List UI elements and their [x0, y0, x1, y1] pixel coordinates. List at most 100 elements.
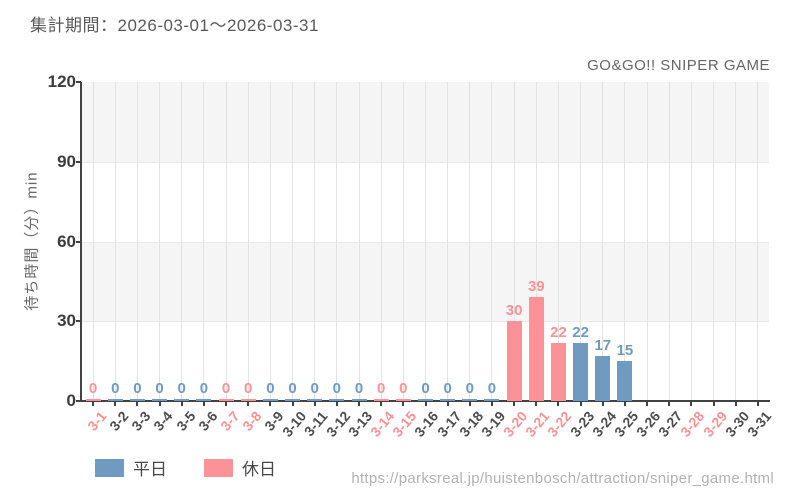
bar-value-3-3: 0 [133, 380, 142, 397]
legend-item-holiday: 休日 [204, 455, 276, 480]
x-tick-mark [513, 401, 516, 406]
vertical-gridline [602, 82, 604, 401]
vertical-gridline [136, 82, 138, 401]
bar-value-3-10: 0 [288, 380, 297, 397]
y-tick-mark [76, 400, 81, 402]
legend-label-weekday: 平日 [133, 460, 167, 479]
bar-value-3-19: 0 [487, 380, 497, 397]
bar-value-3-2: 0 [111, 380, 120, 397]
vertical-gridline [491, 82, 493, 401]
y-tick-mark [76, 320, 81, 323]
x-tick-mark [468, 401, 471, 406]
legend-swatch-holiday [204, 458, 233, 477]
x-tick-label-3-2: 3-2 [106, 408, 132, 434]
bar-3-19 [484, 399, 500, 401]
bar-3-12 [329, 399, 345, 401]
bar-value-3-5: 0 [177, 380, 186, 397]
vertical-gridline [447, 82, 449, 401]
vertical-gridline [757, 82, 759, 401]
x-tick-mark [535, 401, 538, 406]
x-tick-label-3-31: 3-31 [743, 408, 775, 440]
vertical-gridline [469, 82, 471, 401]
bar-value-3-15: 0 [399, 380, 408, 397]
x-tick-mark [180, 401, 183, 406]
x-tick-label-3-6: 3-6 [194, 408, 221, 434]
vertical-gridline [402, 82, 404, 401]
bar-3-14 [373, 399, 389, 401]
legend-swatch-weekday [95, 458, 124, 477]
bar-3-22 [550, 342, 566, 401]
bar-3-3 [129, 399, 145, 401]
bar-value-3-14: 0 [377, 380, 386, 397]
x-tick-mark [424, 401, 427, 406]
bar-value-3-20: 30 [505, 302, 523, 320]
bar-3-18 [462, 399, 478, 401]
bar-3-13 [351, 399, 367, 401]
x-tick-mark [690, 401, 693, 406]
bar-value-3-12: 0 [332, 380, 342, 397]
x-tick-label-3-7: 3-7 [217, 408, 243, 434]
legend-label-holiday: 休日 [242, 460, 276, 479]
vertical-gridline [314, 82, 316, 401]
bar-value-3-16: 0 [421, 380, 430, 397]
bar-value-3-13: 0 [354, 380, 364, 397]
y-tick-label: 120 [47, 72, 76, 91]
bar-3-23 [573, 342, 589, 401]
vertical-gridline [735, 82, 737, 401]
x-tick-mark [712, 401, 715, 406]
vertical-gridline [358, 82, 360, 401]
x-tick-mark [756, 401, 759, 406]
bar-3-25 [617, 361, 633, 401]
x-tick-mark [623, 401, 626, 406]
vertical-gridline [225, 82, 227, 401]
y-tick-mark [76, 160, 81, 163]
y-tick-label: 0 [66, 391, 76, 410]
bar-value-3-4: 0 [155, 380, 164, 397]
bar-value-3-8: 0 [244, 380, 253, 397]
x-tick-mark [247, 401, 250, 406]
x-tick-mark [601, 401, 604, 406]
legend-item-weekday: 平日 [95, 455, 167, 480]
bar-3-11 [307, 399, 323, 401]
y-tick-mark [76, 81, 81, 83]
bar-3-7 [218, 399, 234, 401]
bar-3-9 [262, 399, 278, 401]
y-tick-label: 30 [57, 311, 76, 331]
bar-value-3-9: 0 [266, 380, 275, 397]
vertical-gridline [646, 82, 648, 401]
x-tick-mark [114, 401, 117, 406]
vertical-gridline [269, 82, 271, 401]
vertical-gridline [425, 82, 426, 401]
x-tick-mark [225, 401, 228, 406]
bar-value-3-22: 22 [550, 323, 567, 341]
x-tick-mark [402, 401, 405, 406]
vertical-gridline [114, 82, 116, 401]
x-tick-mark [734, 401, 737, 406]
x-tick-mark [557, 401, 560, 406]
vertical-gridline [336, 82, 338, 401]
y-tick-label: 60 [57, 231, 76, 251]
vertical-gridline [292, 82, 294, 401]
bar-3-10 [285, 399, 301, 401]
vertical-gridline [92, 82, 94, 401]
x-tick-mark [202, 401, 205, 406]
x-tick-mark [291, 401, 294, 406]
vertical-gridline [247, 82, 249, 401]
bar-value-3-23: 22 [572, 323, 589, 341]
vertical-gridline [159, 82, 161, 401]
bar-value-3-6: 0 [199, 380, 209, 397]
x-tick-mark [668, 401, 671, 406]
x-tick-mark [646, 401, 649, 406]
vertical-gridline [380, 82, 382, 401]
x-tick-mark [490, 401, 493, 406]
y-tick-label: 90 [57, 151, 76, 171]
x-tick-label-3-4: 3-4 [150, 408, 176, 434]
x-tick-mark [269, 401, 272, 406]
bar-value-3-21: 39 [527, 278, 545, 296]
y-tick-mark [76, 240, 81, 243]
bar-value-3-17: 0 [443, 380, 452, 397]
bar-value-3-11: 0 [310, 380, 319, 397]
vertical-gridline [690, 82, 692, 401]
vertical-gridline [624, 82, 626, 401]
bar-3-15 [395, 399, 411, 401]
